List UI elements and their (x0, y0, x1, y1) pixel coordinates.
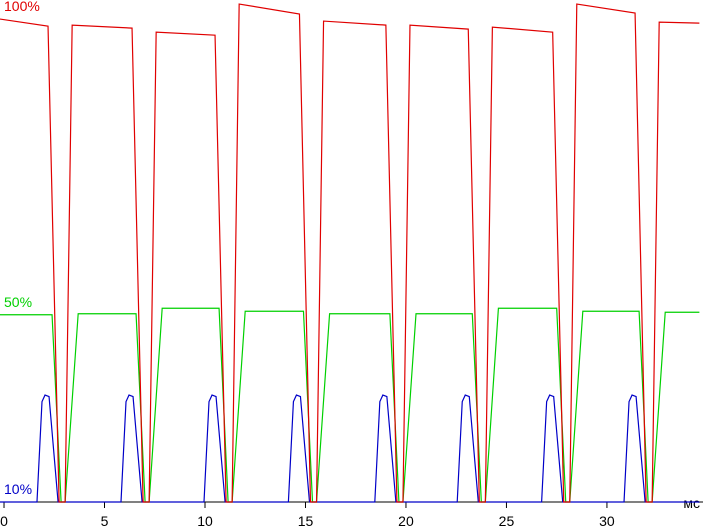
series-label: 100% (4, 0, 40, 14)
x-tick-label: 15 (298, 513, 314, 529)
x-tick-label: 25 (499, 513, 515, 529)
series-label: 50% (4, 294, 32, 310)
series-label: 10% (4, 481, 32, 497)
x-tick-label: 10 (197, 513, 213, 529)
x-tick-label: 30 (599, 513, 615, 529)
x-tick-label: 20 (398, 513, 414, 529)
series-line (0, 3, 700, 503)
series-line (0, 307, 700, 503)
x-axis-label: мс (683, 495, 700, 511)
x-tick-label: 5 (101, 513, 109, 529)
x-tick-label: 0 (0, 513, 8, 529)
series-line (0, 394, 700, 503)
